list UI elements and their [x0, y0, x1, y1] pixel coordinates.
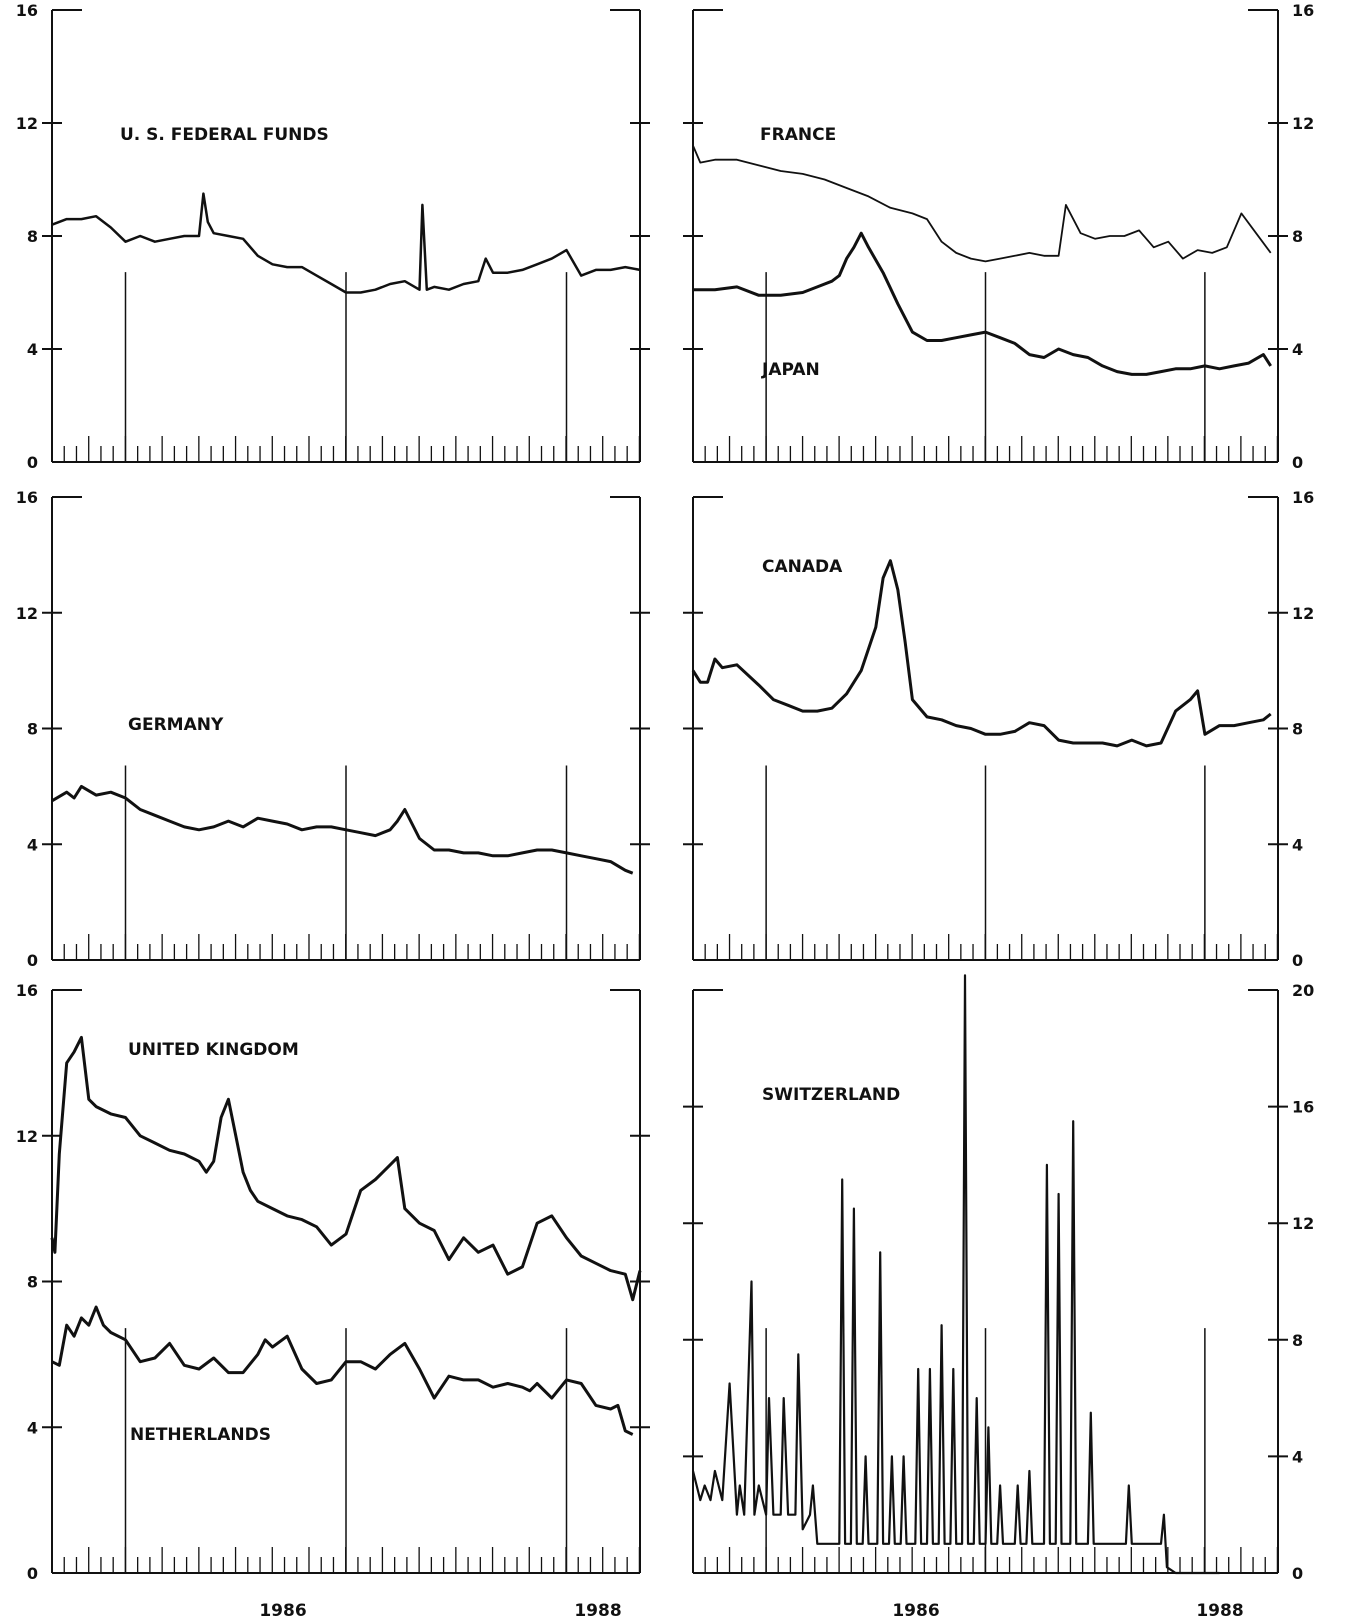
- y-tick-label: 8: [27, 1273, 38, 1292]
- y-tick-label: 4: [27, 340, 38, 359]
- y-tick-label: 8: [1292, 227, 1303, 246]
- panel-label: UNITED KINGDOM: [128, 1040, 299, 1060]
- y-tick-label: 4: [1292, 1447, 1303, 1466]
- series-line-germany: [51, 784, 634, 875]
- y-tick-label: 12: [1292, 1214, 1314, 1233]
- y-tick-label: 12: [16, 114, 38, 133]
- y-tick-label: 0: [27, 1564, 38, 1583]
- y-tick-label: 20: [1292, 981, 1314, 1000]
- x-axis-label-1986-right: 1986: [892, 1601, 939, 1621]
- y-tick-label: 16: [1292, 488, 1314, 507]
- y-tick-label: 4: [27, 835, 38, 854]
- x-axis-label-1988-right: 1988: [1196, 1601, 1243, 1621]
- y-tick-label: 16: [1292, 1, 1314, 20]
- series-line-united-kingdom: [50, 1035, 642, 1302]
- y-tick-label: 0: [1292, 1564, 1303, 1583]
- series-line-u-s-federal-funds: [51, 192, 641, 294]
- series-line-netherlands: [51, 1305, 634, 1436]
- x-axis-label-1986-left: 1986: [259, 1601, 306, 1621]
- y-tick-label: 8: [27, 720, 38, 739]
- y-tick-label: 4: [1292, 340, 1303, 359]
- series-line-france: [692, 145, 1272, 263]
- y-tick-label: 12: [16, 1127, 38, 1146]
- panel-label: GERMANY: [128, 715, 224, 735]
- y-tick-label: 4: [1292, 835, 1303, 854]
- panel-label: JAPAN: [761, 360, 820, 380]
- y-tick-label: 8: [1292, 1331, 1303, 1350]
- panel-label: SWITZERLAND: [762, 1085, 900, 1105]
- panel-label: NETHERLANDS: [130, 1425, 271, 1445]
- x-axis-label-1988-left: 1988: [574, 1601, 621, 1621]
- y-tick-label: 12: [16, 604, 38, 623]
- series-line-canada: [691, 559, 1272, 748]
- y-tick-label: 0: [1292, 453, 1303, 472]
- y-tick-label: 0: [27, 453, 38, 472]
- y-tick-label: 0: [27, 951, 38, 970]
- series-line-switzerland: [691, 974, 1220, 1575]
- y-tick-label: 16: [16, 488, 38, 507]
- panel-label: CANADA: [762, 557, 843, 577]
- y-tick-label: 4: [27, 1418, 38, 1437]
- y-tick-label: 16: [16, 981, 38, 1000]
- panel-label: FRANCE: [760, 125, 836, 145]
- y-tick-label: 16: [1292, 1098, 1314, 1117]
- y-tick-label: 12: [1292, 604, 1314, 623]
- y-tick-label: 8: [1292, 720, 1303, 739]
- y-tick-label: 16: [16, 1, 38, 20]
- y-tick-label: 12: [1292, 114, 1314, 133]
- series-line-japan: [693, 231, 1272, 376]
- y-tick-label: 8: [27, 227, 38, 246]
- y-tick-label: 0: [1292, 951, 1303, 970]
- panel-label: U. S. FEDERAL FUNDS: [120, 125, 329, 145]
